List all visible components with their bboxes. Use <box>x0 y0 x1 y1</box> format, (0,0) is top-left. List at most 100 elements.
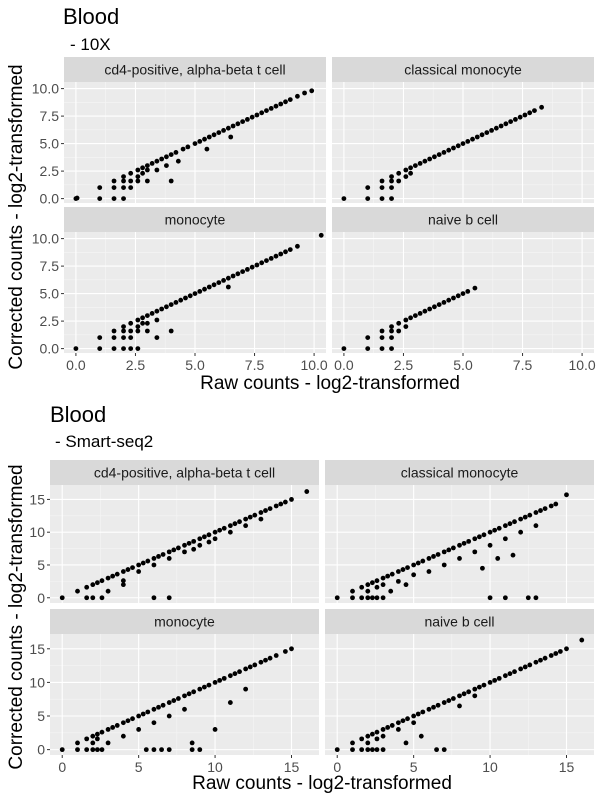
data-point <box>441 562 447 568</box>
data-point <box>151 720 157 726</box>
data-point <box>211 282 217 288</box>
data-point <box>441 700 447 705</box>
data-point <box>171 698 177 703</box>
x-tick-label: 2.5 <box>394 357 414 373</box>
data-point <box>379 178 385 184</box>
data-point <box>94 736 100 742</box>
data-point <box>135 317 141 323</box>
y-tick-label: 0 <box>37 590 45 606</box>
data-point <box>217 527 223 533</box>
data-point <box>243 686 249 692</box>
facet-strip <box>50 609 319 634</box>
y-tick-label: 7.5 <box>40 108 60 124</box>
facet-strip <box>332 57 594 82</box>
data-point <box>379 328 385 334</box>
data-point <box>243 516 249 522</box>
data-point <box>411 720 417 726</box>
data-point <box>359 584 365 590</box>
data-point <box>135 178 141 184</box>
data-point <box>374 584 380 590</box>
data-point <box>186 540 192 546</box>
data-point <box>461 540 467 546</box>
data-point <box>227 529 233 535</box>
data-point <box>191 689 197 695</box>
facet-panel: classical monocyte <box>325 460 594 603</box>
data-point <box>197 139 203 144</box>
data-point <box>110 573 116 579</box>
data-point <box>412 163 418 169</box>
facet-panel: cd4-positive, alpha-beta t cell 0.0 2.5 5.0… <box>32 57 326 207</box>
data-point <box>365 733 371 739</box>
data-point <box>128 178 134 184</box>
data-point <box>389 185 394 191</box>
facet-strip <box>64 207 326 232</box>
data-point <box>374 729 380 735</box>
data-point <box>258 516 264 522</box>
data-point <box>130 716 135 722</box>
data-point <box>369 580 375 586</box>
data-point <box>408 170 413 176</box>
data-point <box>295 243 300 249</box>
data-point <box>136 727 142 732</box>
data-point <box>206 284 212 290</box>
data-point <box>94 747 100 753</box>
data-point <box>395 727 401 732</box>
data-point <box>168 178 174 184</box>
data-point <box>221 278 226 283</box>
data-point <box>513 117 518 122</box>
data-point <box>507 671 513 677</box>
data-point <box>135 346 141 351</box>
data-point <box>278 501 284 507</box>
data-point <box>369 747 375 753</box>
data-point <box>434 747 439 753</box>
x-axis-label: Raw counts - log2-transformed <box>192 773 452 794</box>
data-point <box>466 538 472 544</box>
data-point <box>206 682 212 688</box>
data-point <box>185 144 191 150</box>
data-point <box>395 569 401 574</box>
data-point <box>487 595 493 601</box>
data-point <box>160 552 166 557</box>
data-point <box>480 565 485 571</box>
y-tick-label: 10 <box>29 524 45 540</box>
data-point <box>489 127 494 133</box>
data-point <box>128 335 134 340</box>
data-point <box>289 646 294 652</box>
data-point <box>365 196 371 202</box>
data-point <box>380 733 386 739</box>
data-point <box>237 669 242 675</box>
data-point <box>166 549 172 555</box>
data-point <box>175 545 181 551</box>
chart-title: Blood <box>63 4 119 29</box>
data-point <box>470 136 475 142</box>
data-point <box>121 174 126 180</box>
data-point <box>422 308 428 314</box>
y-tick-label: 5 <box>37 708 45 724</box>
data-point <box>94 731 100 737</box>
data-point <box>225 284 231 290</box>
chart-2: Blood - Smart-seq2 Corrected counts - log2… <box>6 402 594 794</box>
data-point <box>206 134 212 140</box>
data-point <box>197 747 203 753</box>
data-point <box>263 657 268 663</box>
data-point <box>492 677 498 683</box>
data-point <box>267 655 273 661</box>
data-point <box>479 132 485 138</box>
data-point <box>254 112 260 118</box>
data-point <box>216 280 222 285</box>
data-point <box>487 529 493 535</box>
data-point <box>365 185 371 191</box>
data-point <box>225 275 231 281</box>
facet-panel: cd4-positive, alpha-beta t cell 0 5 10 15 <box>29 460 319 606</box>
data-point <box>140 320 146 326</box>
data-point <box>144 167 150 173</box>
data-point <box>259 260 265 266</box>
data-point <box>374 578 380 584</box>
data-point <box>140 165 146 171</box>
data-point <box>426 556 432 561</box>
data-point <box>418 733 424 739</box>
data-point <box>263 508 268 513</box>
data-point <box>249 114 255 120</box>
data-point <box>144 320 150 326</box>
data-point <box>502 595 508 601</box>
